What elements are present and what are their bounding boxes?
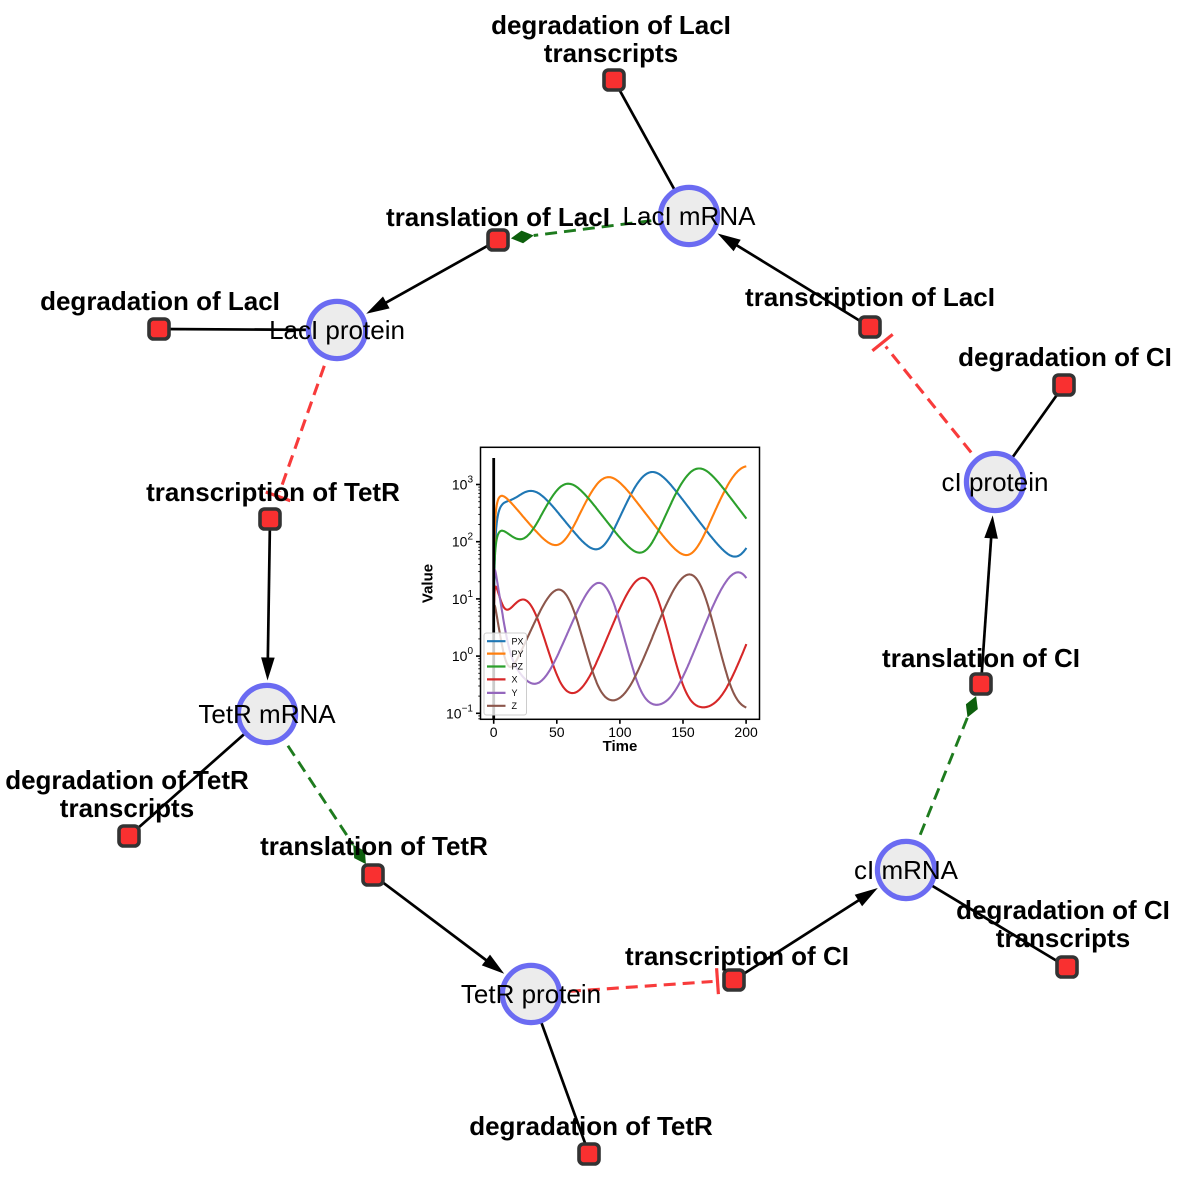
svg-text:degradation of CI: degradation of CI [956, 895, 1170, 925]
svg-text:cI protein: cI protein [942, 467, 1049, 497]
svg-text:150: 150 [671, 724, 695, 740]
svg-text:translation of LacI: translation of LacI [386, 202, 610, 232]
svg-text:50: 50 [549, 724, 565, 740]
svg-text:TetR mRNA: TetR mRNA [198, 699, 336, 729]
svg-text:LacI protein: LacI protein [269, 315, 405, 345]
svg-text:Z: Z [512, 701, 518, 711]
svg-text:PX: PX [512, 636, 524, 646]
svg-text:Time: Time [603, 738, 638, 755]
svg-text:TetR protein: TetR protein [461, 979, 601, 1009]
svg-text:transcripts: transcripts [996, 923, 1130, 953]
svg-text:translation of TetR: translation of TetR [260, 831, 488, 861]
svg-text:transcription of LacI: transcription of LacI [745, 282, 995, 312]
svg-text:transcripts: transcripts [544, 38, 678, 68]
svg-text:Y: Y [512, 688, 518, 698]
svg-text:degradation of LacI: degradation of LacI [491, 10, 731, 40]
svg-text:degradation of TetR: degradation of TetR [5, 765, 249, 795]
svg-text:cI mRNA: cI mRNA [854, 855, 959, 885]
svg-text:200: 200 [734, 724, 758, 740]
svg-text:degradation of LacI: degradation of LacI [40, 286, 280, 316]
svg-text:LacI mRNA: LacI mRNA [623, 201, 757, 231]
svg-text:X: X [512, 675, 518, 685]
svg-text:Value: Value [420, 564, 437, 603]
svg-text:transcription of TetR: transcription of TetR [146, 477, 400, 507]
svg-text:PY: PY [512, 649, 524, 659]
svg-text:PZ: PZ [512, 662, 524, 672]
svg-text:transcripts: transcripts [60, 793, 194, 823]
svg-text:0: 0 [490, 724, 498, 740]
svg-text:100: 100 [608, 724, 632, 740]
svg-text:translation of CI: translation of CI [882, 643, 1080, 673]
svg-text:transcription of CI: transcription of CI [625, 941, 849, 971]
svg-text:degradation of CI: degradation of CI [958, 342, 1172, 372]
svg-text:degradation of TetR: degradation of TetR [469, 1111, 713, 1141]
